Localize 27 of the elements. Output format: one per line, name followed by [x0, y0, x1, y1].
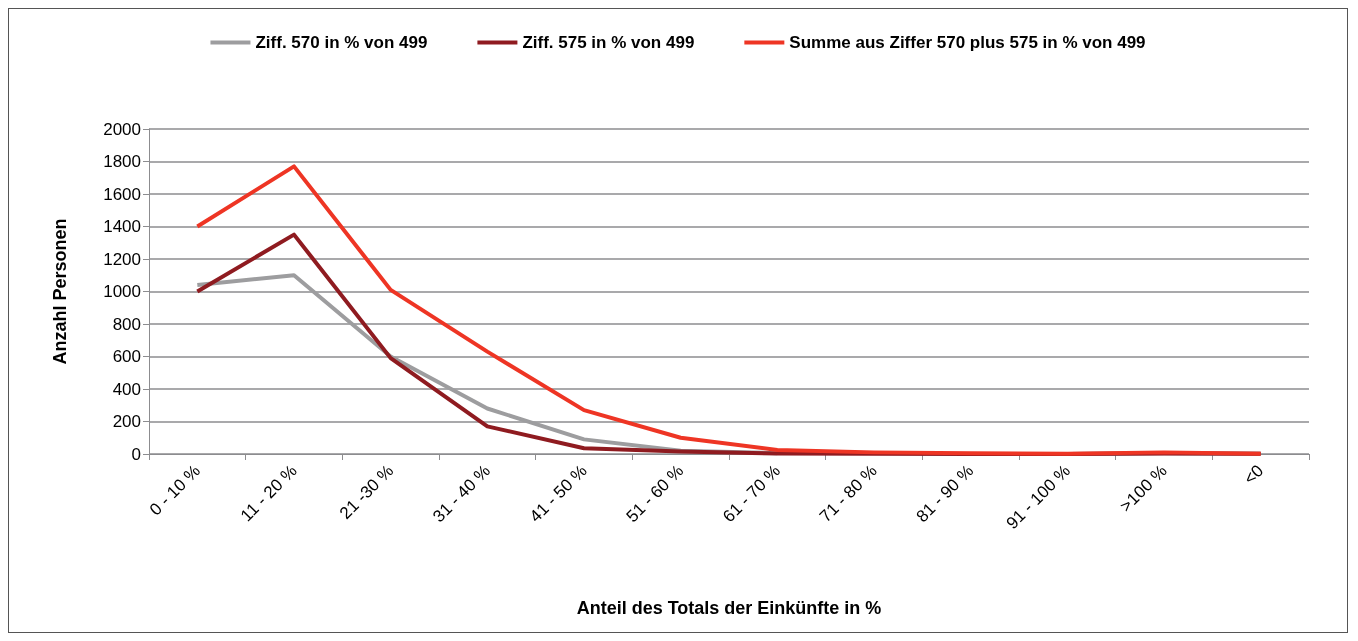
y-tick-label: 200	[112, 412, 141, 431]
y-tick-label: 1800	[103, 152, 141, 171]
x-tick-label: 61 - 70 %	[719, 461, 785, 527]
y-tick-label: 800	[112, 314, 141, 334]
y-tick-label: 1600	[103, 184, 141, 204]
x-tick-label: 21 -30 %	[335, 461, 398, 523]
legend-label: Ziff. 570 in % von 499	[255, 33, 428, 52]
legend-label: Ziff. 575 in % von 499	[522, 33, 695, 52]
y-tick-label: 1000	[103, 282, 141, 301]
y-axis-title: Anzahl Personen	[50, 218, 70, 365]
x-tick-label: 81 - 90 %	[912, 461, 978, 527]
y-tick-label: 1200	[103, 249, 141, 269]
y-tick-label: 1400	[103, 217, 141, 236]
x-tick-label: 41 - 50 %	[525, 461, 591, 527]
x-tick-label: 71 - 80 %	[815, 461, 881, 527]
y-tick-label: 2000	[103, 119, 141, 139]
x-tick-label: 31 - 40 %	[429, 461, 495, 527]
legend-label: Summe aus Ziffer 570 plus 575 in % von 499	[789, 33, 1146, 52]
x-tick-label: 91 - 100 %	[1002, 461, 1075, 533]
y-tick-label: 0	[131, 444, 141, 464]
x-tick-label: <0	[1240, 461, 1268, 489]
x-tick-label: 51 - 60 %	[622, 461, 688, 527]
y-tick-label: 400	[112, 379, 141, 399]
x-tick-label: 0 - 10 %	[145, 461, 205, 520]
x-tick-label: 11 - 20 %	[236, 461, 301, 526]
x-axis-title: Anteil des Totals der Einkünfte in %	[576, 598, 882, 618]
y-tick-label: 600	[112, 347, 141, 366]
